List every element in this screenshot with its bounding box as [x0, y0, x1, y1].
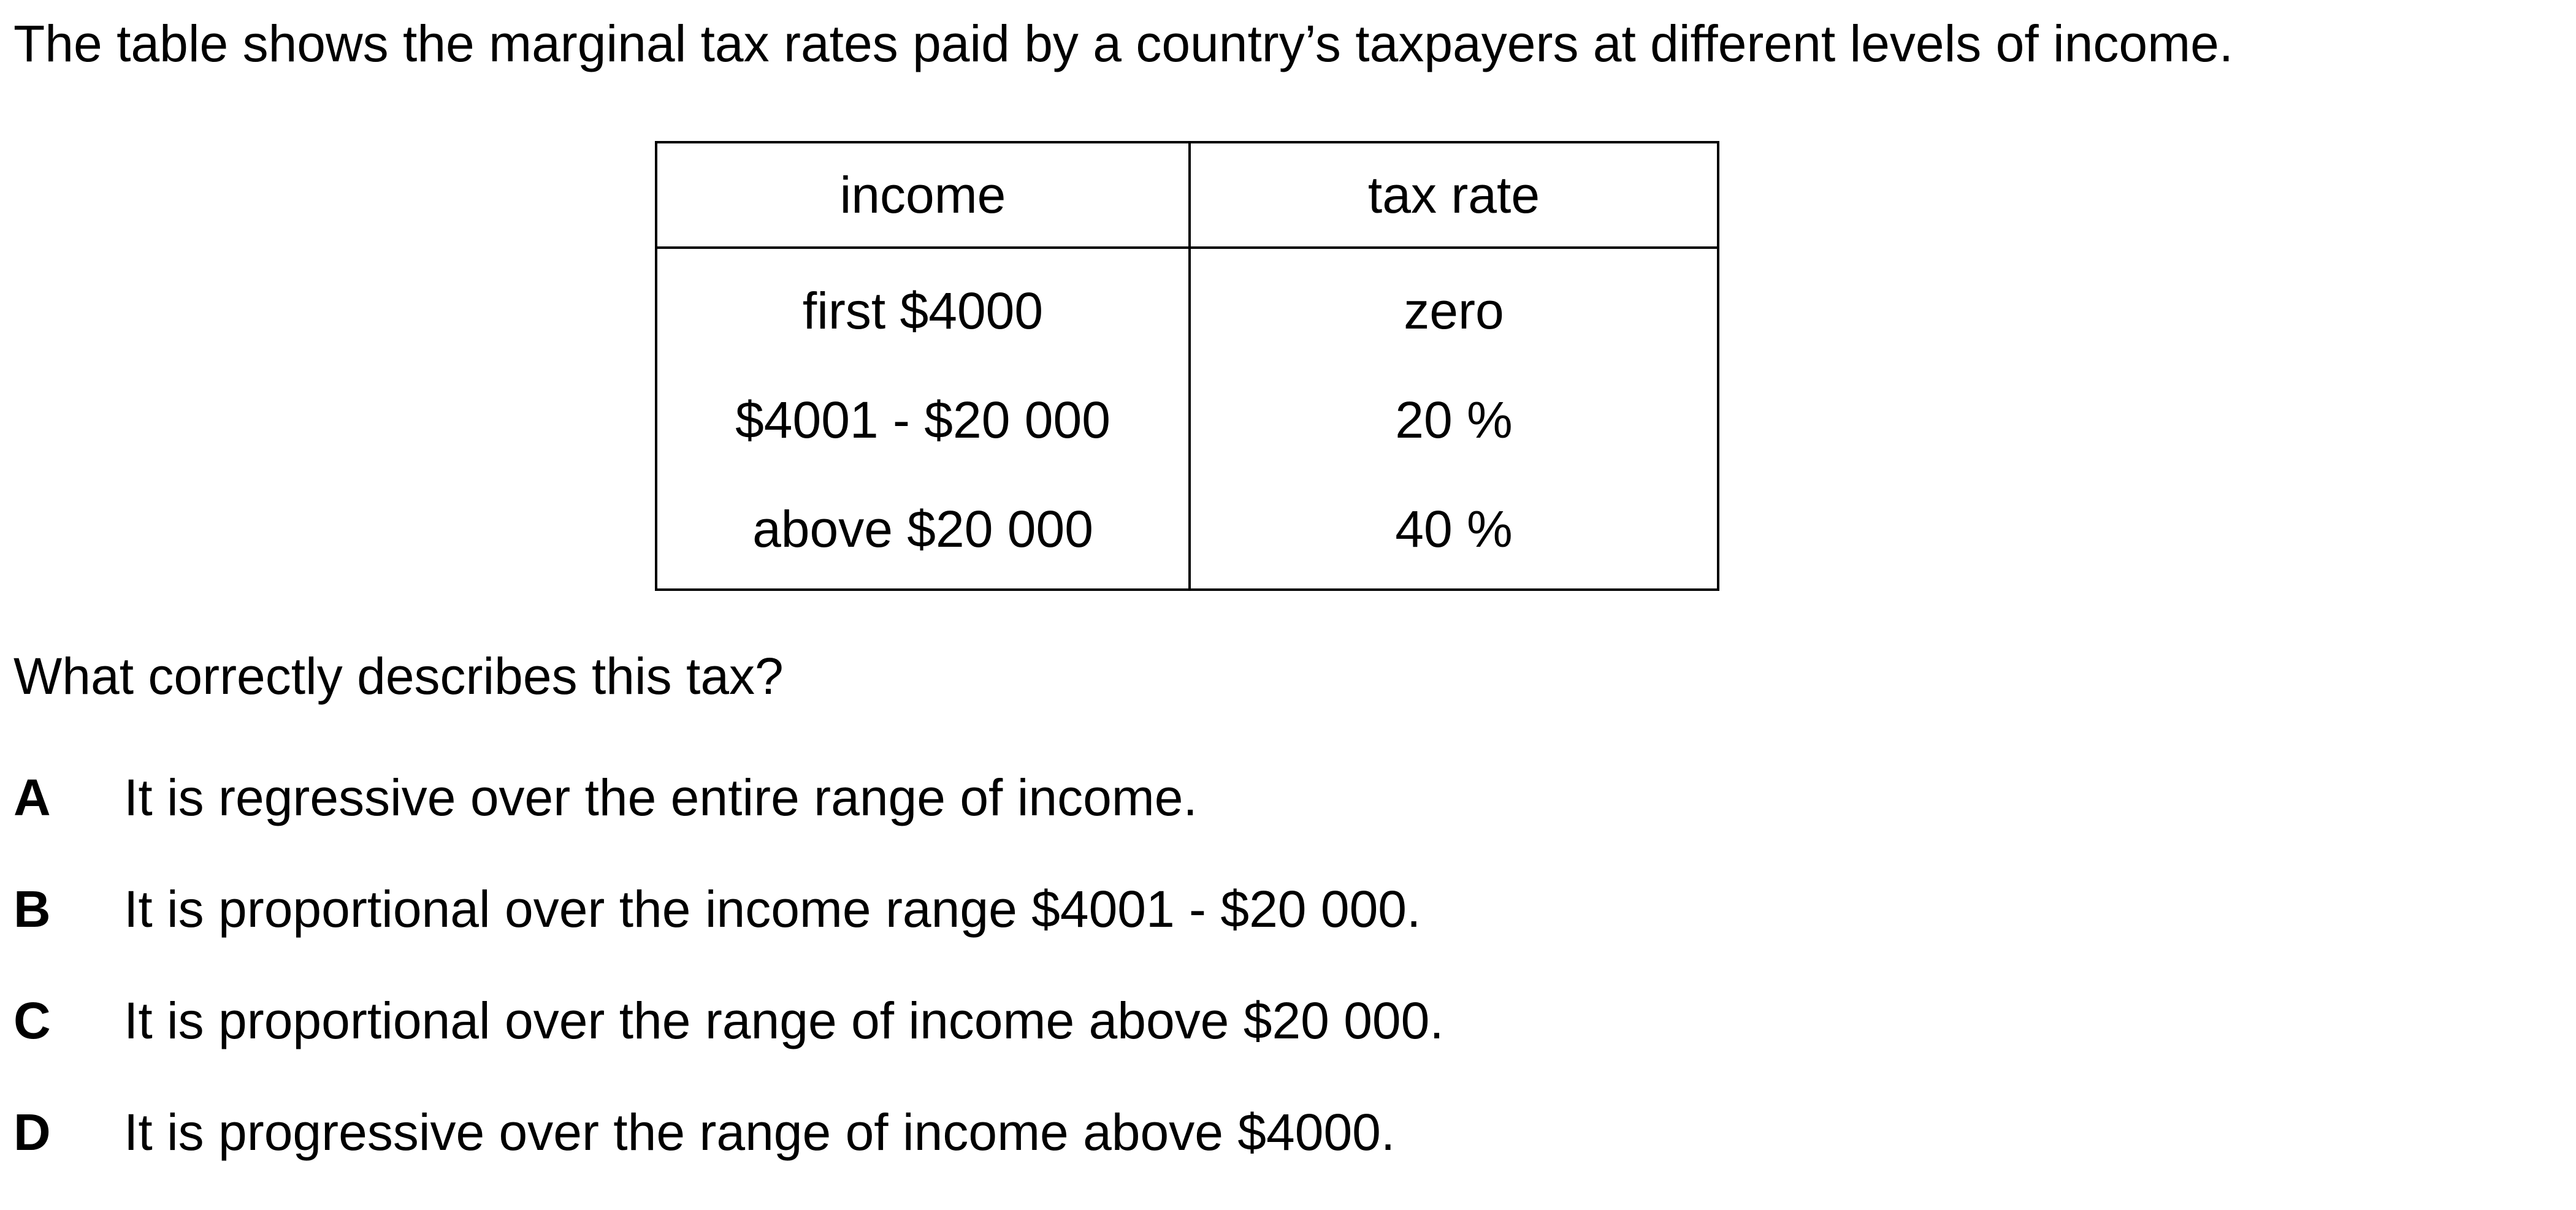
table-row: $4001 - $20 000 20 %	[655, 365, 1719, 474]
option-text: It is progressive over the range of inco…	[124, 1103, 1396, 1161]
option-text: It is proportional over the income range…	[124, 880, 1421, 938]
table-row: first $4000 zero	[655, 248, 1719, 365]
option-letter: B	[13, 880, 51, 938]
option-text: It is proportional over the range of inc…	[124, 992, 1444, 1049]
header-tax-rate: tax rate	[1188, 141, 1719, 249]
intro-text: The table shows the marginal tax rates p…	[13, 15, 2234, 72]
option-letter: D	[13, 1103, 51, 1161]
tax-rate-cell: 20 %	[1188, 365, 1719, 474]
tax-rate-cell: 40 %	[1188, 474, 1719, 590]
option-c[interactable]: C It is proportional over the range of i…	[13, 987, 1444, 1098]
table-header-row: income tax rate	[655, 141, 1719, 249]
option-letter: A	[13, 769, 51, 826]
table-row: above $20 000 40 %	[655, 474, 1719, 590]
tax-rate-table: income tax rate first $4000 zero $4001 -…	[655, 141, 1719, 591]
income-cell: first $4000	[655, 248, 1191, 365]
income-cell: $4001 - $20 000	[655, 365, 1191, 474]
tax-rate-cell: zero	[1188, 248, 1719, 365]
option-text: It is regressive over the entire range o…	[124, 769, 1198, 826]
header-income: income	[655, 141, 1191, 249]
option-d[interactable]: D It is progressive over the range of in…	[13, 1098, 1444, 1210]
answer-options: A It is regressive over the entire range…	[13, 764, 1444, 1210]
option-letter: C	[13, 992, 51, 1049]
option-a[interactable]: A It is regressive over the entire range…	[13, 764, 1444, 875]
question-text: What correctly describes this tax?	[13, 647, 784, 705]
option-b[interactable]: B It is proportional over the income ran…	[13, 875, 1444, 987]
income-cell: above $20 000	[655, 474, 1191, 590]
question-page: The table shows the marginal tax rates p…	[13, 15, 2234, 1161]
